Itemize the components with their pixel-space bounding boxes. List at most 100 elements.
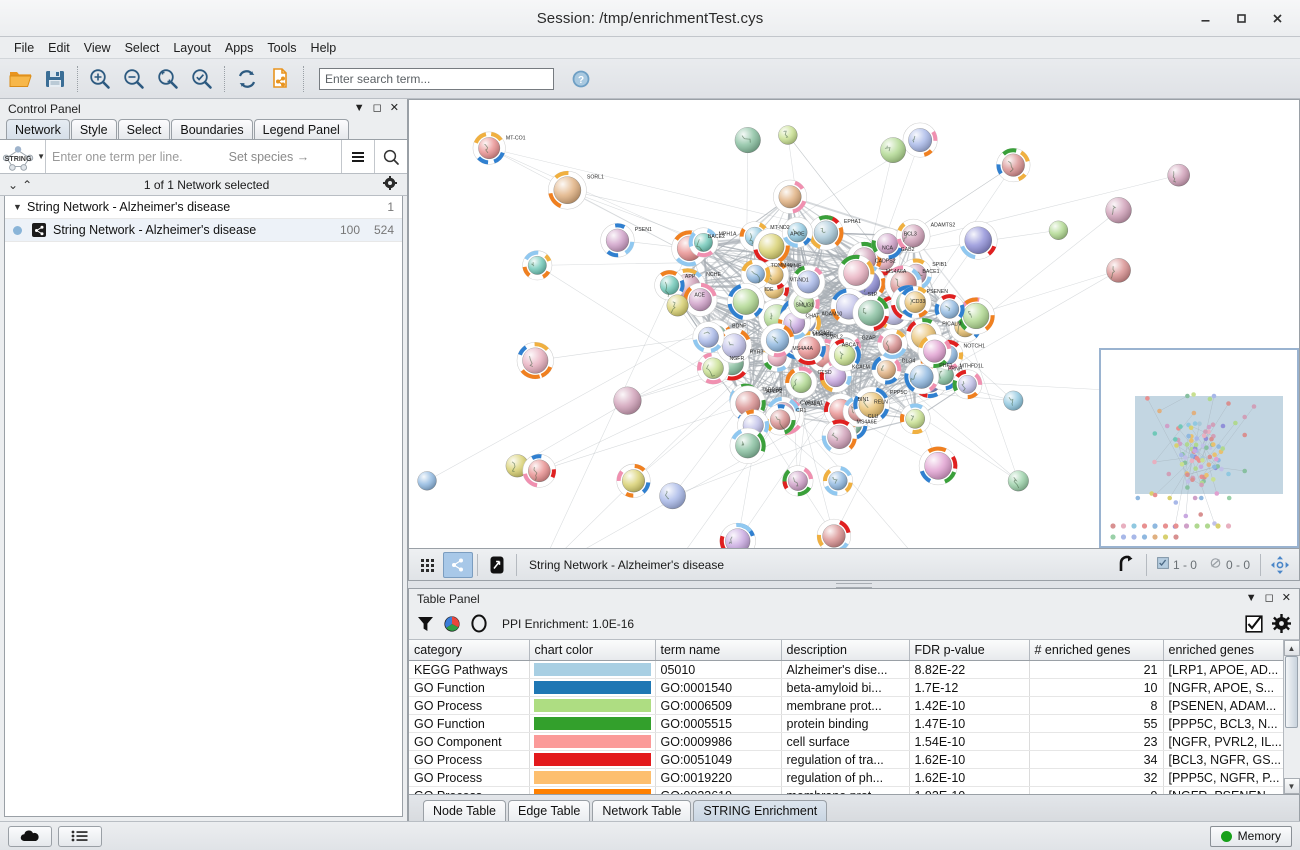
network-node[interactable] — [692, 321, 725, 354]
network-node[interactable] — [683, 282, 718, 317]
maximize-button[interactable] — [1224, 4, 1258, 34]
string-logo-icon[interactable]: STRING ▼ — [0, 140, 46, 173]
network-node[interactable] — [734, 127, 761, 154]
filter-icon[interactable] — [417, 615, 434, 633]
menu-file[interactable]: File — [14, 40, 35, 55]
network-node[interactable] — [852, 294, 890, 332]
network-node[interactable] — [696, 352, 730, 385]
network-node[interactable] — [785, 366, 818, 399]
network-node[interactable] — [666, 294, 689, 317]
network-node[interactable] — [934, 294, 965, 325]
hamburger-menu-icon[interactable] — [341, 140, 374, 173]
export-network-icon[interactable] — [264, 62, 298, 96]
network-node[interactable] — [472, 131, 506, 165]
column-header-chart-color[interactable]: chart color — [529, 640, 656, 661]
network-node[interactable] — [791, 331, 827, 366]
network-node[interactable] — [791, 265, 826, 299]
search-input[interactable]: Enter search term... — [319, 67, 554, 90]
network-node[interactable] — [1167, 163, 1190, 187]
network-node[interactable] — [719, 522, 756, 549]
close-icon[interactable]: ✕ — [1281, 592, 1291, 604]
network-node[interactable] — [828, 338, 862, 372]
tab-style[interactable]: Style — [70, 119, 117, 139]
tree-root-row[interactable]: ▼ String Network - Alzheimer's disease 1 — [5, 196, 402, 219]
network-node[interactable] — [896, 218, 931, 253]
select-all-checkbox-icon[interactable] — [1245, 614, 1263, 633]
table-row[interactable]: GO Function GO:0005515 protein binding 1.47… — [409, 714, 1283, 733]
close-icon[interactable]: ✕ — [389, 102, 399, 114]
float-panel-icon[interactable]: ◻ — [1264, 592, 1274, 604]
network-node[interactable] — [958, 221, 998, 260]
enrichment-table-scroll[interactable]: category chart color term name descripti… — [409, 640, 1283, 794]
table-row[interactable]: GO Process GO:0019220 regulation of ph... 1… — [409, 768, 1283, 787]
minimize-button[interactable] — [1188, 4, 1222, 34]
menu-layout[interactable]: Layout — [173, 40, 211, 55]
network-node[interactable] — [752, 227, 790, 265]
network-node[interactable] — [516, 342, 554, 380]
network-node[interactable] — [808, 215, 844, 251]
collapse-all-icon[interactable]: ⌄ — [8, 177, 19, 192]
network-node[interactable] — [1048, 220, 1069, 240]
annotation-icon[interactable] — [482, 552, 512, 578]
chevron-down-icon[interactable]: ▼ — [13, 202, 22, 212]
donut-chart-icon[interactable] — [470, 614, 488, 633]
cloud-status-icon[interactable] — [8, 825, 52, 847]
column-header-description[interactable]: description — [781, 640, 910, 661]
enrichment-table[interactable]: category chart color term name descripti… — [409, 640, 1283, 794]
chevron-down-icon[interactable]: ▼ — [37, 152, 45, 161]
network-node[interactable] — [522, 454, 557, 488]
network-node[interactable] — [760, 323, 795, 358]
save-session-icon[interactable] — [38, 62, 72, 96]
network-node[interactable] — [522, 250, 553, 281]
fit-selected-icon[interactable] — [185, 62, 219, 96]
task-list-icon[interactable] — [58, 825, 102, 847]
network-node[interactable] — [1105, 197, 1132, 224]
tab-string-enrichment[interactable]: STRING Enrichment — [693, 800, 828, 821]
table-row[interactable]: GO Process GO:0006509 membrane prot... 1.42… — [409, 696, 1283, 715]
gear-icon[interactable] — [379, 176, 401, 193]
network-node[interactable] — [918, 446, 958, 486]
network-node[interactable] — [899, 403, 931, 435]
network-node[interactable] — [654, 270, 685, 301]
menu-select[interactable]: Select — [124, 40, 160, 55]
network-node[interactable] — [996, 148, 1031, 183]
gear-icon[interactable] — [1272, 614, 1291, 633]
network-node[interactable] — [871, 227, 904, 260]
column-header-enriched-genes[interactable]: enriched genes — [1163, 640, 1283, 661]
chevron-down-icon[interactable]: ▼ — [1245, 592, 1257, 604]
grid-layout-icon[interactable] — [413, 552, 443, 578]
refresh-icon[interactable] — [230, 62, 264, 96]
scroll-down-arrow-icon[interactable]: ▼ — [1283, 778, 1300, 794]
table-row[interactable]: GO Function GO:0001540 beta-amyloid bi... 1… — [409, 678, 1283, 697]
column-header-enriched-gene-count[interactable]: # enriched genes — [1029, 640, 1164, 661]
network-node[interactable] — [727, 283, 765, 321]
network-node[interactable] — [781, 216, 813, 248]
open-session-icon[interactable] — [4, 62, 38, 96]
network-node[interactable] — [853, 386, 890, 424]
network-node[interactable] — [773, 179, 808, 214]
network-node[interactable] — [548, 170, 587, 210]
network-node[interactable] — [613, 386, 642, 415]
network-node[interactable] — [616, 463, 651, 498]
search-icon[interactable] — [374, 140, 407, 173]
network-node[interactable] — [740, 259, 771, 289]
navigator-thumbnail[interactable] — [1101, 350, 1297, 546]
network-navigator[interactable] — [1099, 348, 1299, 548]
menu-apps[interactable]: Apps — [224, 40, 254, 55]
help-icon[interactable]: ? — [564, 62, 598, 96]
expand-all-icon[interactable]: ⌃ — [22, 177, 33, 192]
string-term-input[interactable]: Enter one term per line. Set species → — [46, 140, 341, 173]
network-node[interactable] — [898, 285, 932, 319]
network-node[interactable] — [816, 518, 852, 549]
network-node[interactable] — [952, 369, 983, 400]
network-node[interactable] — [880, 137, 906, 163]
network-node[interactable] — [659, 482, 686, 510]
network-node[interactable] — [782, 465, 814, 497]
network-node[interactable] — [716, 327, 752, 364]
color-palette-icon[interactable] — [443, 615, 461, 633]
tree-child-row[interactable]: String Network - Alzheimer's disease 100… — [5, 219, 402, 242]
network-tree[interactable]: ▼ String Network - Alzheimer's disease 1 — [4, 196, 403, 817]
tab-select[interactable]: Select — [117, 119, 171, 139]
network-node[interactable] — [1003, 390, 1024, 411]
table-row[interactable]: KEGG Pathways 05010 Alzheimer's dise... 8.8… — [409, 660, 1283, 679]
